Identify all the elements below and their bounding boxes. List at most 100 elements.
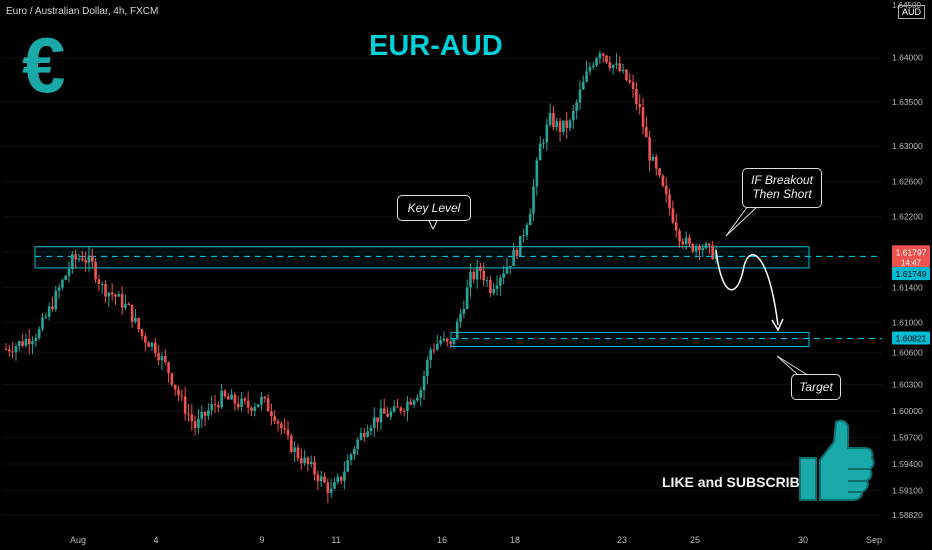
y-tick-label: 1.60600 — [892, 348, 923, 358]
candle-body — [8, 349, 11, 352]
candle-body — [422, 376, 426, 391]
candle-body — [163, 355, 167, 363]
annotation-layer — [427, 205, 807, 375]
candle-body — [67, 269, 71, 276]
current-price-tag: 1.61797 — [896, 247, 927, 257]
candle-body — [598, 53, 602, 59]
candle-body — [203, 411, 207, 416]
y-tick-label: 1.59400 — [892, 459, 923, 469]
candle-body — [110, 292, 114, 295]
candle-body — [236, 403, 240, 408]
candle-body — [306, 457, 310, 464]
target-zone — [450, 331, 810, 348]
candle-body — [528, 213, 532, 226]
candle-body — [562, 120, 565, 132]
candle-body — [210, 404, 214, 411]
candle-body — [392, 406, 396, 412]
candle-body — [137, 317, 141, 330]
y-tick-label: 1.59700 — [892, 432, 923, 442]
candle-body — [37, 329, 41, 339]
candle-body — [316, 474, 320, 482]
candle-body — [276, 421, 280, 424]
candle-body — [346, 460, 350, 472]
candle-body — [64, 275, 68, 280]
candle-body — [81, 258, 84, 261]
y-tick-label: 1.59100 — [892, 485, 923, 495]
candle-body — [389, 411, 393, 417]
candle-body — [51, 306, 54, 310]
candle-body — [226, 396, 230, 400]
y-tick-label: 1.58820 — [892, 510, 923, 520]
candle-body — [482, 270, 486, 281]
candle-body — [445, 338, 449, 342]
candle-body — [44, 316, 48, 318]
y-tick-label: 1.62200 — [892, 212, 923, 222]
candle-body — [711, 245, 714, 259]
candle-body — [522, 235, 525, 237]
candle-body — [475, 266, 479, 280]
candle-body — [167, 362, 170, 374]
candle-body — [157, 352, 160, 361]
current-price-tag-bg — [892, 245, 930, 268]
candle-body — [34, 338, 38, 342]
candle-body — [618, 63, 622, 71]
breakout-line2: Then Short — [752, 187, 812, 201]
candle-body — [363, 432, 366, 437]
candle-body — [555, 121, 559, 128]
candle-body — [280, 423, 283, 429]
x-tick-label: 23 — [617, 535, 627, 545]
candle-body — [11, 351, 14, 353]
candle-body — [668, 194, 671, 209]
candle-body — [207, 410, 210, 416]
currency-badge[interactable]: AUD — [898, 5, 926, 19]
breakout-line1: IF Breakout — [751, 173, 813, 187]
candle-body — [313, 461, 316, 475]
candle-body — [134, 317, 137, 322]
candle-body — [90, 255, 94, 262]
breakout-pointer — [725, 205, 759, 237]
candle-body — [349, 454, 353, 461]
candle-body — [160, 355, 164, 361]
candle-body — [100, 283, 104, 285]
candle-body — [283, 428, 286, 430]
candle-body — [575, 102, 578, 111]
candle-body — [223, 390, 227, 397]
candle-body — [409, 401, 413, 405]
candle-body — [545, 124, 549, 143]
target-callout: Target — [791, 374, 841, 400]
y-tick-label: 1.61400 — [892, 282, 923, 292]
candle-body — [508, 266, 512, 268]
candle-body — [664, 185, 668, 195]
candle-body — [532, 186, 535, 214]
candle-body — [356, 439, 359, 449]
candle-body — [472, 271, 476, 280]
candle-body — [263, 396, 267, 399]
candle-body — [638, 103, 641, 108]
candle-body — [61, 279, 64, 288]
candle-body — [625, 69, 628, 81]
candle-body — [319, 476, 323, 482]
candle-body — [220, 390, 223, 408]
candle-body — [379, 408, 383, 423]
candle-body — [339, 476, 343, 481]
candle-body — [87, 255, 91, 263]
candle-body — [266, 398, 270, 412]
candle-body — [180, 395, 184, 397]
candle-body — [611, 64, 615, 68]
candle-body — [436, 343, 439, 350]
candle-body — [396, 406, 399, 408]
candle-body — [187, 413, 190, 415]
candle-body — [661, 175, 665, 186]
candle-body — [372, 417, 376, 428]
candle-body — [107, 292, 111, 297]
candle-body — [17, 341, 21, 347]
symbol-title: Euro / Australian Dollar, 4h, FXCM — [6, 6, 159, 17]
candle-body — [57, 287, 61, 291]
candle-body — [200, 411, 204, 419]
candle-body — [47, 306, 51, 317]
candle-body — [591, 65, 595, 68]
candle-body — [250, 407, 253, 411]
candle-body — [323, 476, 326, 483]
